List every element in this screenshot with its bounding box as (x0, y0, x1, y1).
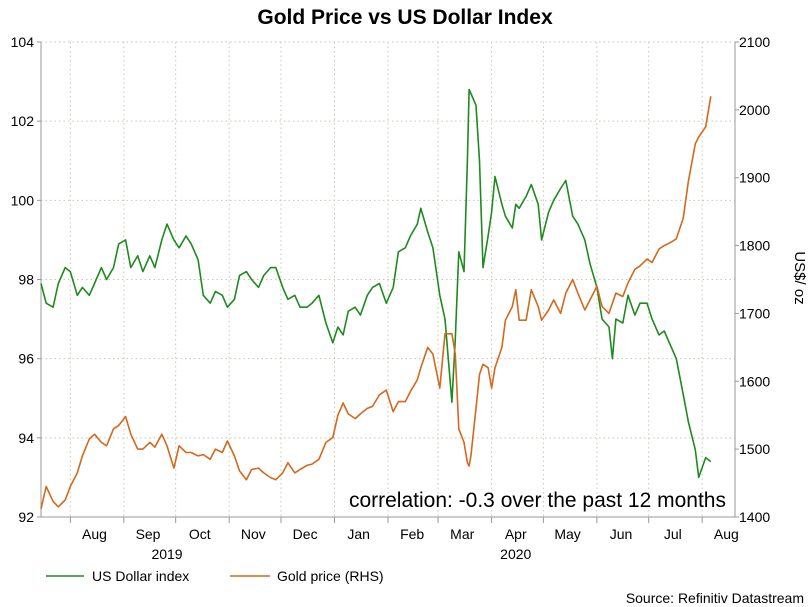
chart-title: Gold Price vs US Dollar Index (257, 6, 553, 29)
legend: US Dollar index Gold price (RHS) (46, 568, 384, 584)
left-tick-label: 98 (18, 272, 34, 288)
x-tick-label: Apr (505, 526, 527, 542)
x-tick-label: Aug (714, 526, 739, 542)
x-tick-label: Dec (293, 526, 318, 542)
x-tick-label: Jun (610, 526, 633, 542)
usd-index-line (40, 88, 712, 479)
legend-label-usd: US Dollar index (92, 568, 189, 584)
legend-label-gold: Gold price (RHS) (277, 568, 384, 584)
x-tick-label: Sep (136, 526, 161, 542)
x-tick-label: Jan (347, 526, 370, 542)
correlation-annotation: correlation: -0.3 over the past 12 month… (349, 489, 726, 512)
x-tick-label: Oct (189, 526, 211, 542)
x-year-label: 2019 (151, 546, 182, 562)
left-tick-label: 94 (18, 430, 34, 446)
source-note: Source: Refinitiv Datastream (626, 590, 804, 606)
right-tick-label: 2100 (739, 34, 770, 50)
axes: 92 94 96 98 100 102 104 1400 1500 1600 1700 1800 190… (11, 34, 771, 562)
left-tick-label: 102 (11, 113, 35, 129)
x-tick-label: Nov (241, 526, 266, 542)
x-tick-label: Feb (400, 526, 424, 542)
series-lines (40, 88, 712, 510)
right-tick-label: 1600 (739, 373, 770, 389)
left-tick-label: 100 (11, 192, 35, 208)
left-tick-label: 104 (11, 34, 35, 50)
x-tick-label: Mar (450, 526, 474, 542)
right-axis-label: US$/ oz (791, 251, 808, 304)
x-tick-label: Jul (664, 526, 682, 542)
right-tick-label: 1900 (739, 170, 770, 186)
right-tick-label: 1700 (739, 305, 770, 321)
x-tick-label: May (554, 526, 580, 542)
grid-lines (41, 41, 735, 517)
left-tick-label: 92 (18, 509, 34, 525)
right-tick-label: 1400 (739, 509, 770, 525)
right-tick-label: 1800 (739, 238, 770, 254)
right-tick-label: 1500 (739, 441, 770, 457)
right-tick-label: 2000 (739, 102, 770, 118)
left-tick-label: 96 (18, 351, 34, 367)
x-year-label: 2020 (500, 546, 531, 562)
gold-price-line (40, 96, 712, 510)
x-tick-label: Aug (82, 526, 107, 542)
